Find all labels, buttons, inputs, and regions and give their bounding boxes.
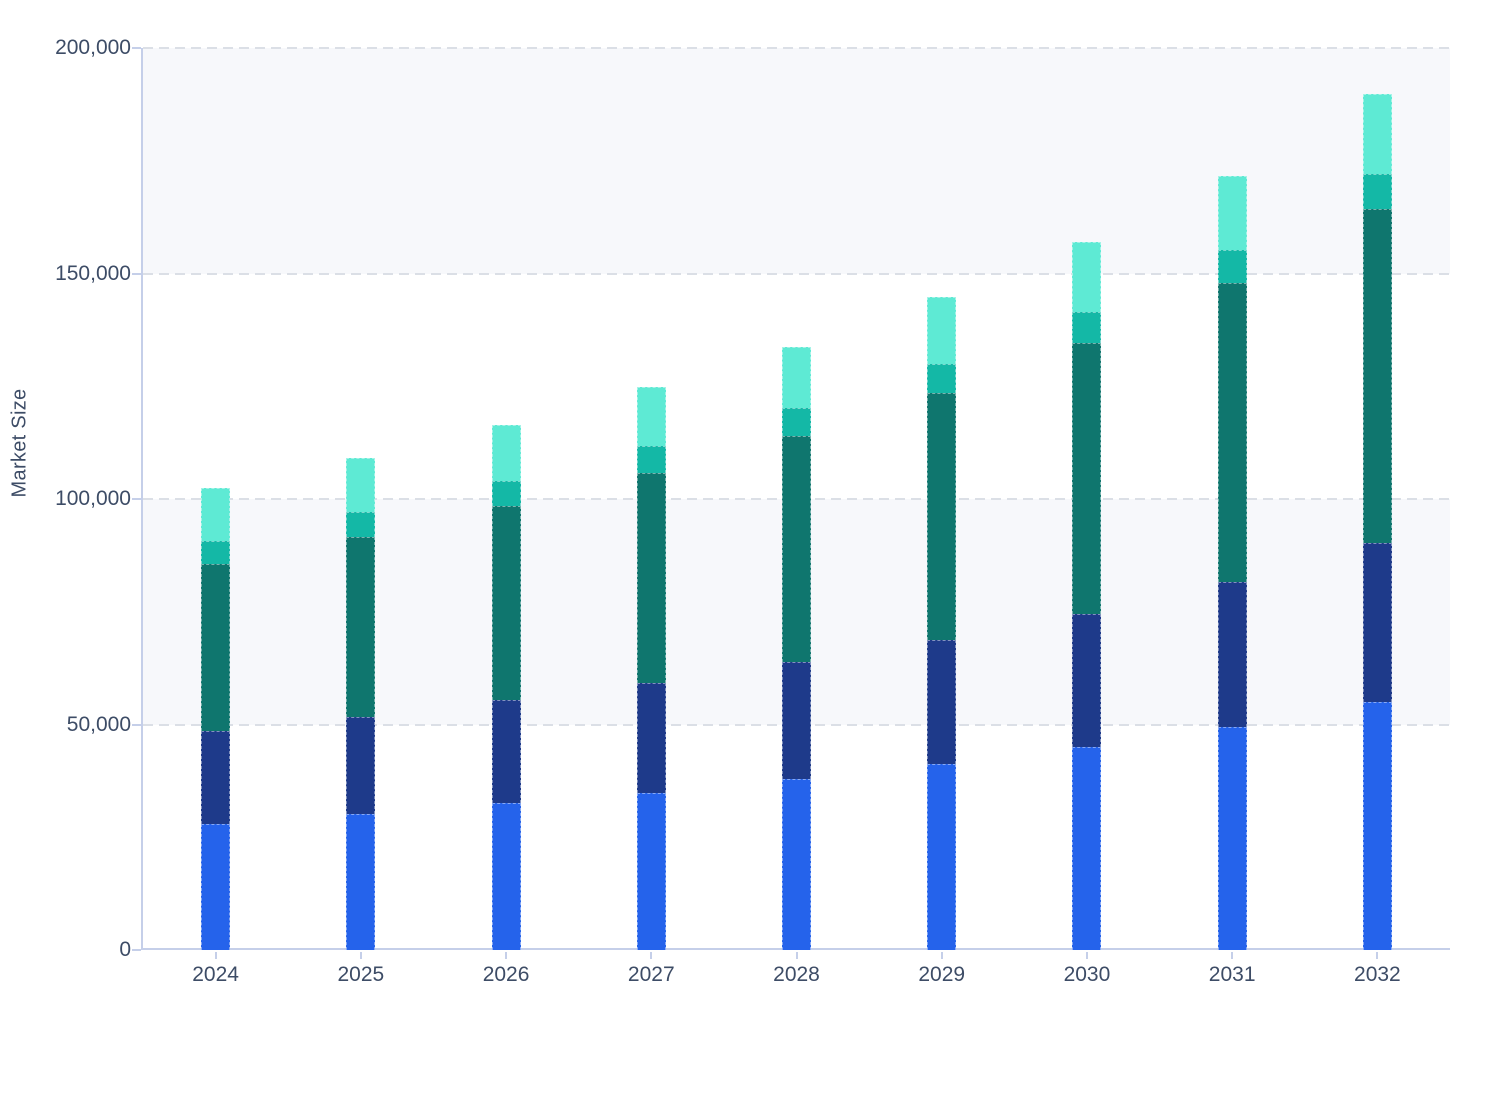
y-axis-tick: [132, 949, 141, 951]
y-tick-label-50000: 50,000: [66, 712, 131, 736]
x-axis-tick: [505, 952, 508, 959]
y-axis-tick: [132, 272, 141, 275]
bar-segment-series-teal-2025[interactable]: [346, 512, 376, 538]
bar-segment-series-blue-2026[interactable]: [491, 802, 521, 950]
bar-segment-series-teal-2028[interactable]: [782, 407, 811, 436]
bar-segment-series-navy-2025[interactable]: [346, 717, 376, 814]
x-tick-label-2024: 2024: [192, 963, 239, 986]
bar-segment-series-dark-teal-2029[interactable]: [927, 392, 957, 641]
x-tick-label-2025: 2025: [337, 963, 385, 986]
bar-2032[interactable]: [1362, 94, 1392, 950]
bar-segment-series-mint-2031[interactable]: [1217, 176, 1247, 250]
bar-segment-series-mint-2027[interactable]: [636, 386, 666, 446]
grid-band: [143, 48, 1450, 274]
bar-segment-series-mint-2030[interactable]: [1072, 242, 1102, 312]
bar-2030[interactable]: [1072, 242, 1102, 950]
x-axis-tick: [359, 952, 362, 959]
x-axis-tick: [1085, 952, 1088, 959]
bar-segment-series-teal-2030[interactable]: [1072, 311, 1102, 343]
bar-segment-series-teal-2024[interactable]: [201, 540, 231, 565]
bar-segment-series-mint-2029[interactable]: [927, 297, 957, 364]
x-tick-label-2026: 2026: [482, 963, 530, 986]
bar-segment-series-blue-2025[interactable]: [346, 813, 376, 950]
bar-segment-series-navy-2028[interactable]: [782, 662, 811, 779]
gridline-150000: [143, 272, 1450, 275]
y-tick-label-100000: 100,000: [55, 487, 131, 510]
bar-segment-series-dark-teal-2025[interactable]: [346, 537, 376, 718]
x-axis-tick: [650, 952, 653, 959]
bar-segment-series-navy-2027[interactable]: [636, 683, 666, 793]
x-tick-label-2030: 2030: [1063, 963, 1111, 986]
gridline-200000: [143, 47, 1450, 49]
bar-2026[interactable]: [491, 425, 521, 950]
bar-segment-series-dark-teal-2030[interactable]: [1072, 342, 1102, 615]
x-axis-tick: [940, 952, 943, 959]
x-axis-tick: [1231, 952, 1234, 959]
x-tick-label-2032: 2032: [1354, 963, 1401, 986]
y-tick-label-200000: 200,000: [55, 36, 131, 59]
bar-segment-series-dark-teal-2026[interactable]: [491, 506, 521, 700]
y-tick-label-0: 0: [119, 938, 131, 961]
bar-segment-series-teal-2031[interactable]: [1217, 249, 1247, 283]
bar-segment-series-blue-2027[interactable]: [636, 792, 666, 950]
bar-segment-series-mint-2026[interactable]: [491, 425, 521, 481]
bar-segment-series-dark-teal-2032[interactable]: [1362, 209, 1392, 544]
x-tick-label-2029: 2029: [918, 963, 966, 986]
bar-segment-series-navy-2026[interactable]: [491, 699, 521, 803]
bar-segment-series-mint-2025[interactable]: [346, 458, 376, 513]
bar-segment-series-blue-2028[interactable]: [782, 778, 811, 950]
bar-segment-series-blue-2032[interactable]: [1362, 701, 1392, 950]
bar-2027[interactable]: [636, 386, 666, 950]
y-axis-tick: [132, 47, 141, 49]
bar-segment-series-navy-2032[interactable]: [1362, 543, 1392, 702]
bar-segment-series-blue-2030[interactable]: [1072, 746, 1102, 950]
bar-segment-series-navy-2029[interactable]: [927, 640, 957, 764]
bar-segment-series-mint-2032[interactable]: [1362, 94, 1392, 175]
bar-2029[interactable]: [927, 297, 957, 950]
bar-segment-series-blue-2024[interactable]: [201, 823, 231, 950]
bar-segment-series-teal-2029[interactable]: [927, 363, 957, 393]
y-axis-title: Market Size: [8, 388, 31, 498]
bar-2025[interactable]: [346, 458, 376, 950]
bar-segment-series-dark-teal-2027[interactable]: [636, 472, 666, 684]
x-tick-label-2031: 2031: [1208, 963, 1256, 986]
bar-segment-series-navy-2031[interactable]: [1217, 582, 1247, 727]
bar-segment-series-dark-teal-2024[interactable]: [201, 564, 231, 732]
x-axis-tick: [1376, 952, 1379, 959]
y-axis-tick: [132, 498, 141, 500]
bar-segment-series-blue-2029[interactable]: [927, 763, 957, 950]
bar-segment-series-teal-2026[interactable]: [491, 481, 521, 507]
bar-segment-series-teal-2027[interactable]: [636, 445, 666, 473]
bar-segment-series-navy-2024[interactable]: [201, 731, 231, 824]
bar-segment-series-navy-2030[interactable]: [1072, 614, 1102, 747]
bar-2024[interactable]: [201, 488, 231, 950]
x-axis-tick: [795, 952, 798, 959]
plot-area: [132, 47, 1450, 959]
bar-segment-series-dark-teal-2028[interactable]: [782, 435, 811, 663]
y-axis-tick: [132, 723, 141, 726]
bar-segment-series-mint-2024[interactable]: [201, 488, 231, 541]
bar-segment-series-teal-2032[interactable]: [1362, 174, 1392, 210]
x-tick-label-2028: 2028: [773, 963, 820, 986]
bar-segment-series-dark-teal-2031[interactable]: [1217, 282, 1247, 582]
bar-2028[interactable]: [782, 346, 811, 950]
x-axis-tick: [214, 952, 217, 959]
y-axis-line: [141, 48, 143, 950]
x-tick-label-2027: 2027: [627, 963, 675, 986]
bar-segment-series-mint-2028[interactable]: [782, 346, 811, 408]
y-tick-label-150000: 150,000: [55, 261, 131, 285]
bar-2031[interactable]: [1217, 176, 1247, 950]
bar-segment-series-blue-2031[interactable]: [1217, 726, 1247, 950]
